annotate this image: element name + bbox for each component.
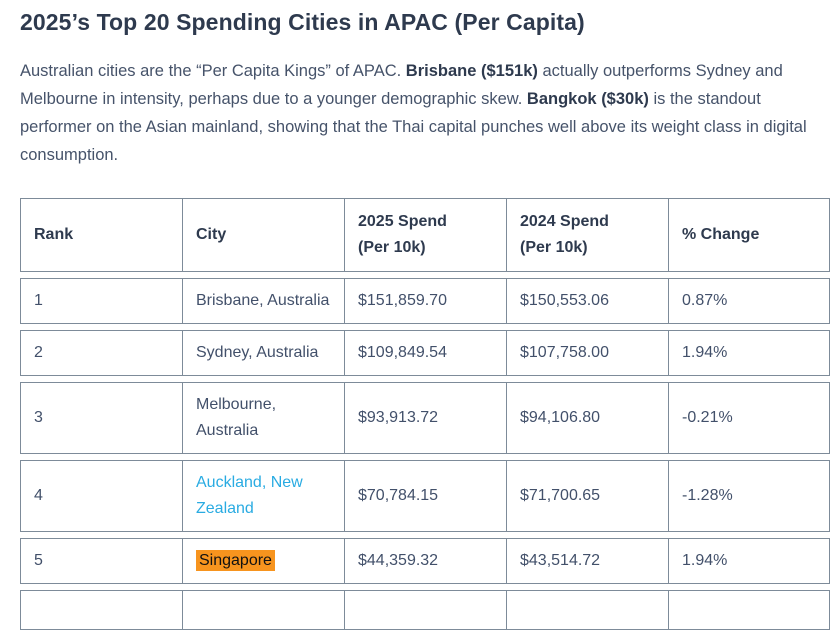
pct-change-cell: -1.28% xyxy=(668,460,830,532)
rank-cell: 1 xyxy=(20,278,182,324)
column-header-rank: Rank xyxy=(20,198,182,272)
table-row-partial xyxy=(20,590,830,630)
city-text-highlighted: Singapore xyxy=(196,550,275,571)
pct-change-cell: -0.21% xyxy=(668,382,830,454)
rank-cell: 2 xyxy=(20,330,182,376)
spend-2024-cell: $150,553.06 xyxy=(506,278,668,324)
city-cell: Melbourne, Australia xyxy=(182,382,344,454)
column-header-city: City xyxy=(182,198,344,272)
city-cell xyxy=(182,590,344,630)
spend-2025-cell xyxy=(344,590,506,630)
intro-text-2: actually outperforms Sydney and Melbourn… xyxy=(20,62,783,108)
spend-2024-cell: $43,514.72 xyxy=(506,538,668,584)
spend-2025-cell: $70,784.15 xyxy=(344,460,506,532)
spending-table: Rank City 2025 Spend (Per 10k) 2024 Spen… xyxy=(20,192,830,636)
spend-2025-cell: $109,849.54 xyxy=(344,330,506,376)
city-cell: Brisbane, Australia xyxy=(182,278,344,324)
intro-text-1: Australian cities are the “Per Capita Ki… xyxy=(20,62,406,80)
spend-2025-cell: $151,859.70 xyxy=(344,278,506,324)
city-text: Sydney, Australia xyxy=(196,344,319,361)
table-header: Rank City 2025 Spend (Per 10k) 2024 Spen… xyxy=(20,198,830,272)
table-row: 3 Melbourne, Australia $93,913.72 $94,10… xyxy=(20,382,830,454)
spend-2024-cell: $107,758.00 xyxy=(506,330,668,376)
pct-change-cell: 1.94% xyxy=(668,538,830,584)
intro-bold-bangkok: Bangkok ($30k) xyxy=(526,90,649,108)
pct-change-cell xyxy=(668,590,830,630)
spend-2025-cell: $44,359.32 xyxy=(344,538,506,584)
city-text: Brisbane, Australia xyxy=(196,292,330,309)
column-header-pct-change: % Change xyxy=(668,198,830,272)
table-row: 5 Singapore $44,359.32 $43,514.72 1.94% xyxy=(20,538,830,584)
table-row: 2 Sydney, Australia $109,849.54 $107,758… xyxy=(20,330,830,376)
city-text: Melbourne, Australia xyxy=(196,396,277,439)
rank-cell: 5 xyxy=(20,538,182,584)
table-row: 4 Auckland, New Zealand $70,784.15 $71,7… xyxy=(20,460,830,532)
rank-cell: 3 xyxy=(20,382,182,454)
table-body-partial xyxy=(20,590,830,630)
spend-2024-cell: $71,700.65 xyxy=(506,460,668,532)
spend-2024-cell xyxy=(506,590,668,630)
city-cell: Auckland, New Zealand xyxy=(182,460,344,532)
city-cell: Singapore xyxy=(182,538,344,584)
spend-2024-cell: $94,106.80 xyxy=(506,382,668,454)
page-title: 2025’s Top 20 Spending Cities in APAC (P… xyxy=(20,9,585,35)
column-header-2025-spend: 2025 Spend (Per 10k) xyxy=(344,198,506,272)
pct-change-cell: 1.94% xyxy=(668,330,830,376)
intro-text-3: is the standout performer on the Asian m… xyxy=(20,90,807,164)
table-header-row: Rank City 2025 Spend (Per 10k) 2024 Spen… xyxy=(20,198,830,272)
spend-2025-cell: $93,913.72 xyxy=(344,382,506,454)
table-body: 1 Brisbane, Australia $151,859.70 $150,5… xyxy=(20,278,830,584)
city-link[interactable]: Auckland, New Zealand xyxy=(196,474,303,517)
intro-bold-brisbane: Brisbane ($151k) xyxy=(405,62,538,80)
pct-change-cell: 0.87% xyxy=(668,278,830,324)
table-row: 1 Brisbane, Australia $151,859.70 $150,5… xyxy=(20,278,830,324)
rank-cell xyxy=(20,590,182,630)
rank-cell: 4 xyxy=(20,460,182,532)
city-cell: Sydney, Australia xyxy=(182,330,344,376)
column-header-2024-spend: 2024 Spend (Per 10k) xyxy=(506,198,668,272)
intro-paragraph: Australian cities are the “Per Capita Ki… xyxy=(20,57,830,169)
